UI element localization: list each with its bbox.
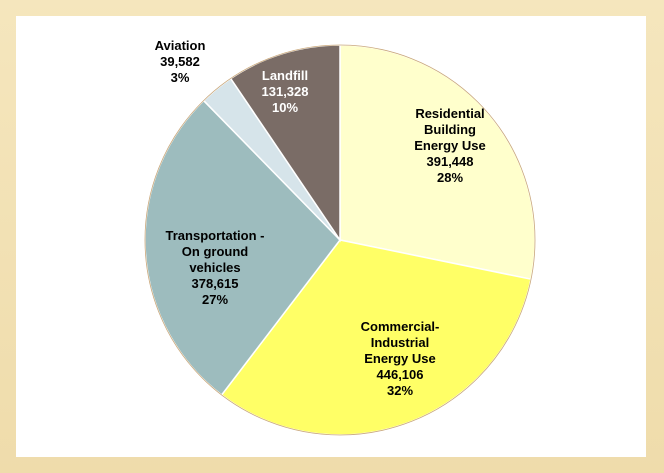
pie-label-line: Residential xyxy=(415,106,484,121)
pie-label-line: 446,106 xyxy=(377,367,424,382)
pie-label-line: 131,328 xyxy=(262,84,309,99)
pie-label-line: Commercial- xyxy=(361,319,440,334)
pie-label-line: 378,615 xyxy=(192,276,239,291)
pie-label-line: Aviation xyxy=(155,38,206,53)
pie-label-line: 27% xyxy=(202,292,228,307)
pie-label-2: Transportation -On ground vehicles 378,615… xyxy=(166,228,265,307)
pie-labels: Residential Building Energy Use 391,448 28%C… xyxy=(155,38,486,398)
pie-label-line: 39,582 xyxy=(160,54,200,69)
pie-label-line: Energy Use xyxy=(364,351,436,366)
pie-slices xyxy=(144,44,536,436)
pie-label-line: Industrial xyxy=(371,335,430,350)
pie-label-line: 3% xyxy=(171,70,190,85)
pie-label-line: 391,448 xyxy=(427,154,474,169)
pie-label-0: Residential Building Energy Use 391,448 28% xyxy=(414,106,486,185)
pie-label-1: Commercial-Industrial Energy Use 446,106 32… xyxy=(361,319,440,398)
pie-label-3: Aviation 39,582 3% xyxy=(155,38,206,85)
pie-label-line: Energy Use xyxy=(414,138,486,153)
pie-label-line: 28% xyxy=(437,170,463,185)
pie-label-line: 32% xyxy=(387,383,413,398)
pie-label-line: vehicles xyxy=(189,260,240,275)
pie-label-line: Building xyxy=(424,122,476,137)
pie-outline xyxy=(144,44,536,436)
pie-label-line: Landfill xyxy=(262,68,308,83)
pie-label-4: Landfill 131,328 10% xyxy=(262,68,309,115)
pie-label-line: Transportation - xyxy=(166,228,265,243)
pie-label-line: On ground xyxy=(182,244,248,259)
pie-label-line: 10% xyxy=(272,100,298,115)
